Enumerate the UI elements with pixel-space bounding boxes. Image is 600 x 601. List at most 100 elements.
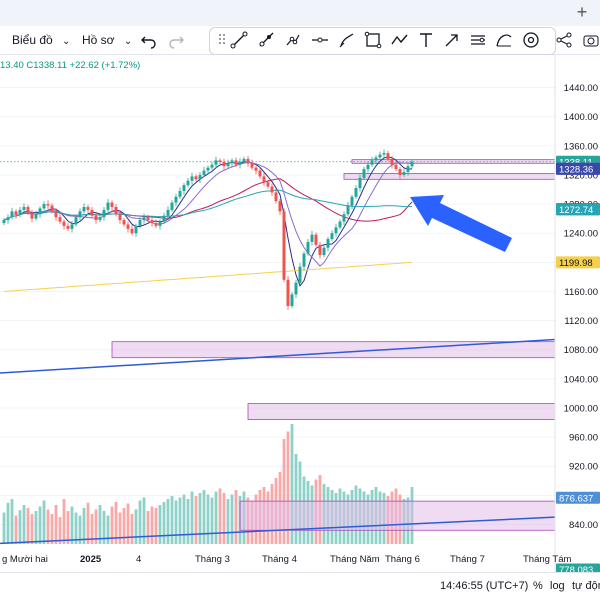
price-axis: 1440.001400.001360.001320.001280.001240.…	[554, 55, 600, 572]
volume-bar	[282, 439, 286, 544]
candle-body	[82, 206, 86, 212]
clock-text: 14:46:55 (UTC+7)	[440, 580, 529, 592]
interval-label: Biểu đồ	[12, 33, 53, 47]
candle-body	[350, 196, 354, 206]
candle-body	[250, 163, 254, 168]
volume-bar	[198, 493, 202, 544]
price-tick-label: 1120.00	[564, 316, 598, 327]
ray-icon[interactable]	[255, 29, 277, 51]
candle-body	[146, 217, 150, 221]
camera-icon[interactable]	[580, 29, 600, 51]
volume-bar	[166, 499, 170, 544]
candle-body	[298, 266, 302, 283]
redo-icon[interactable]	[165, 29, 187, 51]
candle-body	[62, 221, 66, 226]
lines-icon[interactable]	[467, 29, 489, 51]
price-label-box	[556, 256, 600, 269]
plus-icon[interactable]: +	[576, 2, 588, 22]
candle-body	[362, 169, 366, 178]
candle-body	[374, 157, 378, 161]
candle-body	[50, 205, 54, 212]
moving-average-line	[3, 189, 413, 221]
volume-bar	[134, 509, 138, 544]
candle-body	[10, 211, 14, 218]
candle-body	[230, 160, 234, 164]
volume-bar	[110, 506, 114, 544]
candle-body	[154, 222, 158, 226]
candle-body	[314, 234, 318, 245]
price-tick-label: 1240.00	[564, 229, 598, 240]
share-icon[interactable]	[553, 29, 575, 51]
interval-button[interactable]: Biểu đồ ⌄	[0, 30, 70, 50]
volume-bar	[74, 512, 78, 544]
volume-bar	[294, 454, 298, 544]
candle-body	[14, 211, 18, 215]
arrow-icon[interactable]	[441, 29, 463, 51]
time-tick-label: Tháng 4	[262, 554, 297, 565]
drag-handle-icon[interactable]	[212, 29, 234, 51]
volume-bar	[202, 490, 206, 544]
status-bar: 14:46:55 (UTC+7) % log tự động	[0, 572, 600, 601]
horizontal-line-icon[interactable]	[309, 29, 331, 51]
volume-bar	[182, 494, 186, 544]
candle-body	[318, 244, 322, 256]
candle-body	[18, 209, 22, 215]
candle-body	[142, 217, 146, 221]
candle-body	[182, 185, 186, 191]
fib-icon[interactable]	[282, 29, 304, 51]
trend-line-icon[interactable]	[228, 29, 250, 51]
time-tick-label: g Mười hai	[2, 554, 48, 565]
text-icon[interactable]	[415, 29, 437, 51]
candle-body	[66, 225, 70, 229]
price-tick-label: 1400.00	[564, 112, 598, 123]
curve-icon[interactable]	[493, 29, 515, 51]
time-tick-label: Tháng 7	[450, 554, 485, 565]
candle-body	[238, 161, 242, 165]
rectangle-icon[interactable]	[362, 29, 384, 51]
candle-body	[214, 160, 218, 165]
volume-bar	[290, 424, 294, 544]
trend-lines	[0, 338, 556, 545]
candle-body	[158, 221, 162, 226]
candle-body	[98, 217, 102, 221]
candle-body	[42, 204, 46, 209]
candle-body	[310, 234, 314, 242]
candle-body	[354, 188, 358, 197]
candle-body	[242, 158, 246, 162]
percent-toggle[interactable]: %	[533, 580, 543, 592]
volume-bar	[30, 514, 34, 544]
candle-body	[378, 154, 382, 158]
volume-bar	[58, 517, 62, 544]
candle-body	[326, 239, 330, 248]
brush-icon[interactable]	[336, 29, 358, 51]
time-tick-label: Tháng Tám	[523, 554, 571, 565]
candle-body	[246, 158, 250, 164]
target-icon[interactable]	[520, 29, 542, 51]
candle-body	[58, 217, 62, 222]
price-chart[interactable]: 1440.001400.001360.001320.001280.001240.…	[0, 55, 600, 572]
undo-icon[interactable]	[138, 29, 160, 51]
volume-bar	[150, 506, 154, 544]
zone-box	[239, 500, 556, 531]
candle-body	[170, 202, 174, 210]
candle-body	[262, 176, 266, 183]
price-tick-label: 1040.00	[564, 374, 598, 385]
price-label-box	[556, 491, 600, 504]
price-tick-label: 960.00	[569, 433, 598, 444]
ohlc-legend: 13.40 C1338.11 +22.62 (+1.72%)	[0, 60, 141, 71]
candle-body	[270, 186, 274, 193]
template-button[interactable]: Hồ sơ ⌄	[82, 30, 132, 50]
candle-body	[194, 176, 198, 180]
path-icon[interactable]	[389, 29, 411, 51]
price-label-text: 1199.98	[559, 258, 593, 269]
candle-body	[258, 170, 262, 177]
auto-toggle[interactable]: tự động	[572, 580, 600, 592]
drawing-toolbar	[209, 27, 556, 55]
candle-body	[294, 282, 298, 295]
candle-body	[102, 209, 106, 218]
log-toggle[interactable]: log	[550, 580, 565, 592]
volume-bar	[62, 499, 66, 544]
candle-body	[166, 209, 170, 216]
price-label-text: 1272.74	[559, 205, 593, 216]
volume-bar	[6, 502, 10, 544]
